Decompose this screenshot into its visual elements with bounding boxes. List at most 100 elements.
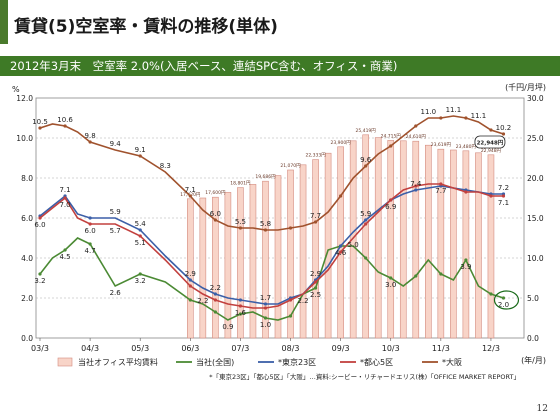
series-point [414, 184, 418, 188]
point-label: 3.0 [385, 281, 396, 289]
point-label: 9.6 [360, 156, 372, 164]
rent-bar [337, 146, 344, 339]
point-label: 1.0 [260, 321, 271, 329]
footnote: *「東京23区」「都心5区」「大阪」…資料:シービー・リチャードエリス(株)「O… [209, 372, 520, 381]
right-tick-label: 15.0 [527, 214, 544, 223]
rent-bar [324, 152, 332, 339]
series-point [501, 194, 506, 198]
point-label: 2.6 [110, 289, 122, 297]
rent-bar [224, 192, 232, 339]
series-point [188, 284, 192, 288]
series-point [238, 304, 243, 308]
point-label: 1.6 [235, 309, 247, 317]
highlight-rent-box [474, 135, 506, 149]
x-tick-label: 05/3 [131, 344, 149, 353]
series-point [88, 216, 92, 220]
series-point [63, 124, 67, 128]
series-point [364, 222, 368, 226]
rent-bar [487, 154, 495, 339]
series-point [63, 196, 67, 200]
rent-bar [212, 196, 219, 339]
title-accent [0, 0, 8, 44]
series-point [238, 226, 243, 230]
series-point [339, 250, 343, 254]
rent-bar [187, 198, 194, 339]
rent-bar-label: 25,419円 [356, 128, 377, 134]
rent-bar-label: 24,610円 [406, 134, 427, 140]
series-point [464, 258, 468, 262]
series-point [389, 276, 393, 280]
point-label: 10.2 [496, 124, 512, 132]
series-point [188, 298, 192, 302]
series-point [501, 296, 506, 300]
series-line [39, 237, 504, 321]
series-point [263, 228, 268, 232]
x-tick-label: 10/3 [382, 344, 400, 353]
x-tick-label: 11/3 [432, 344, 450, 353]
x-tick-label: 12/3 [482, 344, 500, 353]
right-tick-label: 10.0 [527, 254, 544, 263]
left-tick-label: 10.0 [16, 134, 33, 143]
chart: 0.0 2.0 4.0 6.0 8.0 10.0 12.0 0.0 5.0 10.0 15.0 20.… [12, 82, 546, 381]
series-point [288, 298, 293, 302]
point-label: 9.4 [110, 140, 122, 148]
right-tick-label: 5.0 [527, 294, 539, 303]
series-point [313, 280, 318, 284]
legend-label: *大阪 [442, 357, 462, 367]
point-label: 7.0 [59, 201, 70, 209]
right-axis-unit: (千円/月坪) [505, 82, 546, 92]
series-point [138, 154, 142, 158]
legend-label: 当社オフィス平均賃料 [78, 357, 158, 367]
point-label: 2.5 [310, 291, 321, 299]
rent-bar [349, 140, 357, 339]
left-axis-unit: % [12, 85, 20, 94]
point-label: 5.9 [360, 210, 371, 218]
point-label: 2.2 [297, 297, 308, 305]
rent-bar [462, 150, 470, 339]
rent-bar-label: 23,480円 [456, 144, 477, 150]
series-point [188, 278, 192, 282]
point-label: 1.7 [260, 294, 271, 302]
left-tick-label: 0.0 [21, 334, 33, 343]
series-point [88, 242, 92, 246]
point-label: 7.7 [435, 187, 446, 195]
highlight-circle [493, 290, 520, 310]
point-label: 3.9 [460, 263, 471, 271]
point-label: 0.9 [222, 323, 233, 331]
rent-bar [262, 180, 269, 339]
series-point [263, 316, 268, 320]
point-label: 11.0 [421, 108, 437, 116]
right-tick-label: 25.0 [527, 134, 544, 143]
left-tick-label: 4.0 [21, 254, 33, 263]
left-tick-label: 6.0 [21, 214, 33, 223]
rent-bar [199, 197, 207, 339]
series-point [38, 126, 42, 130]
series-point [489, 292, 493, 296]
series-point [339, 244, 343, 248]
series-point [339, 194, 343, 198]
x-tick-label: 06/3 [181, 344, 199, 353]
series-point [263, 306, 268, 310]
series-point [389, 198, 393, 202]
point-label: 11.1 [471, 112, 487, 120]
series-point [213, 292, 217, 296]
point-label: 5.0 [348, 241, 359, 249]
legend-label: 当社(全国) [196, 357, 234, 367]
rent-bar [387, 140, 395, 339]
point-label: 2.2 [197, 297, 208, 305]
series-point [414, 274, 418, 278]
rent-bar [412, 140, 420, 339]
series-point [313, 220, 318, 224]
point-label: 10.6 [57, 116, 73, 124]
right-tick-label: 20.0 [527, 174, 544, 183]
x-tick-label: 08/3 [282, 344, 300, 353]
series-point [138, 234, 142, 238]
series-point [288, 314, 293, 318]
rent-bar [312, 159, 319, 339]
series-point [88, 140, 92, 144]
rent-bar [374, 137, 382, 339]
series-line [39, 115, 504, 231]
point-label: 5.5 [235, 218, 246, 226]
rent-bar-label: 19,686円 [255, 174, 276, 180]
rent-bar-label: 17,600円 [205, 190, 226, 196]
